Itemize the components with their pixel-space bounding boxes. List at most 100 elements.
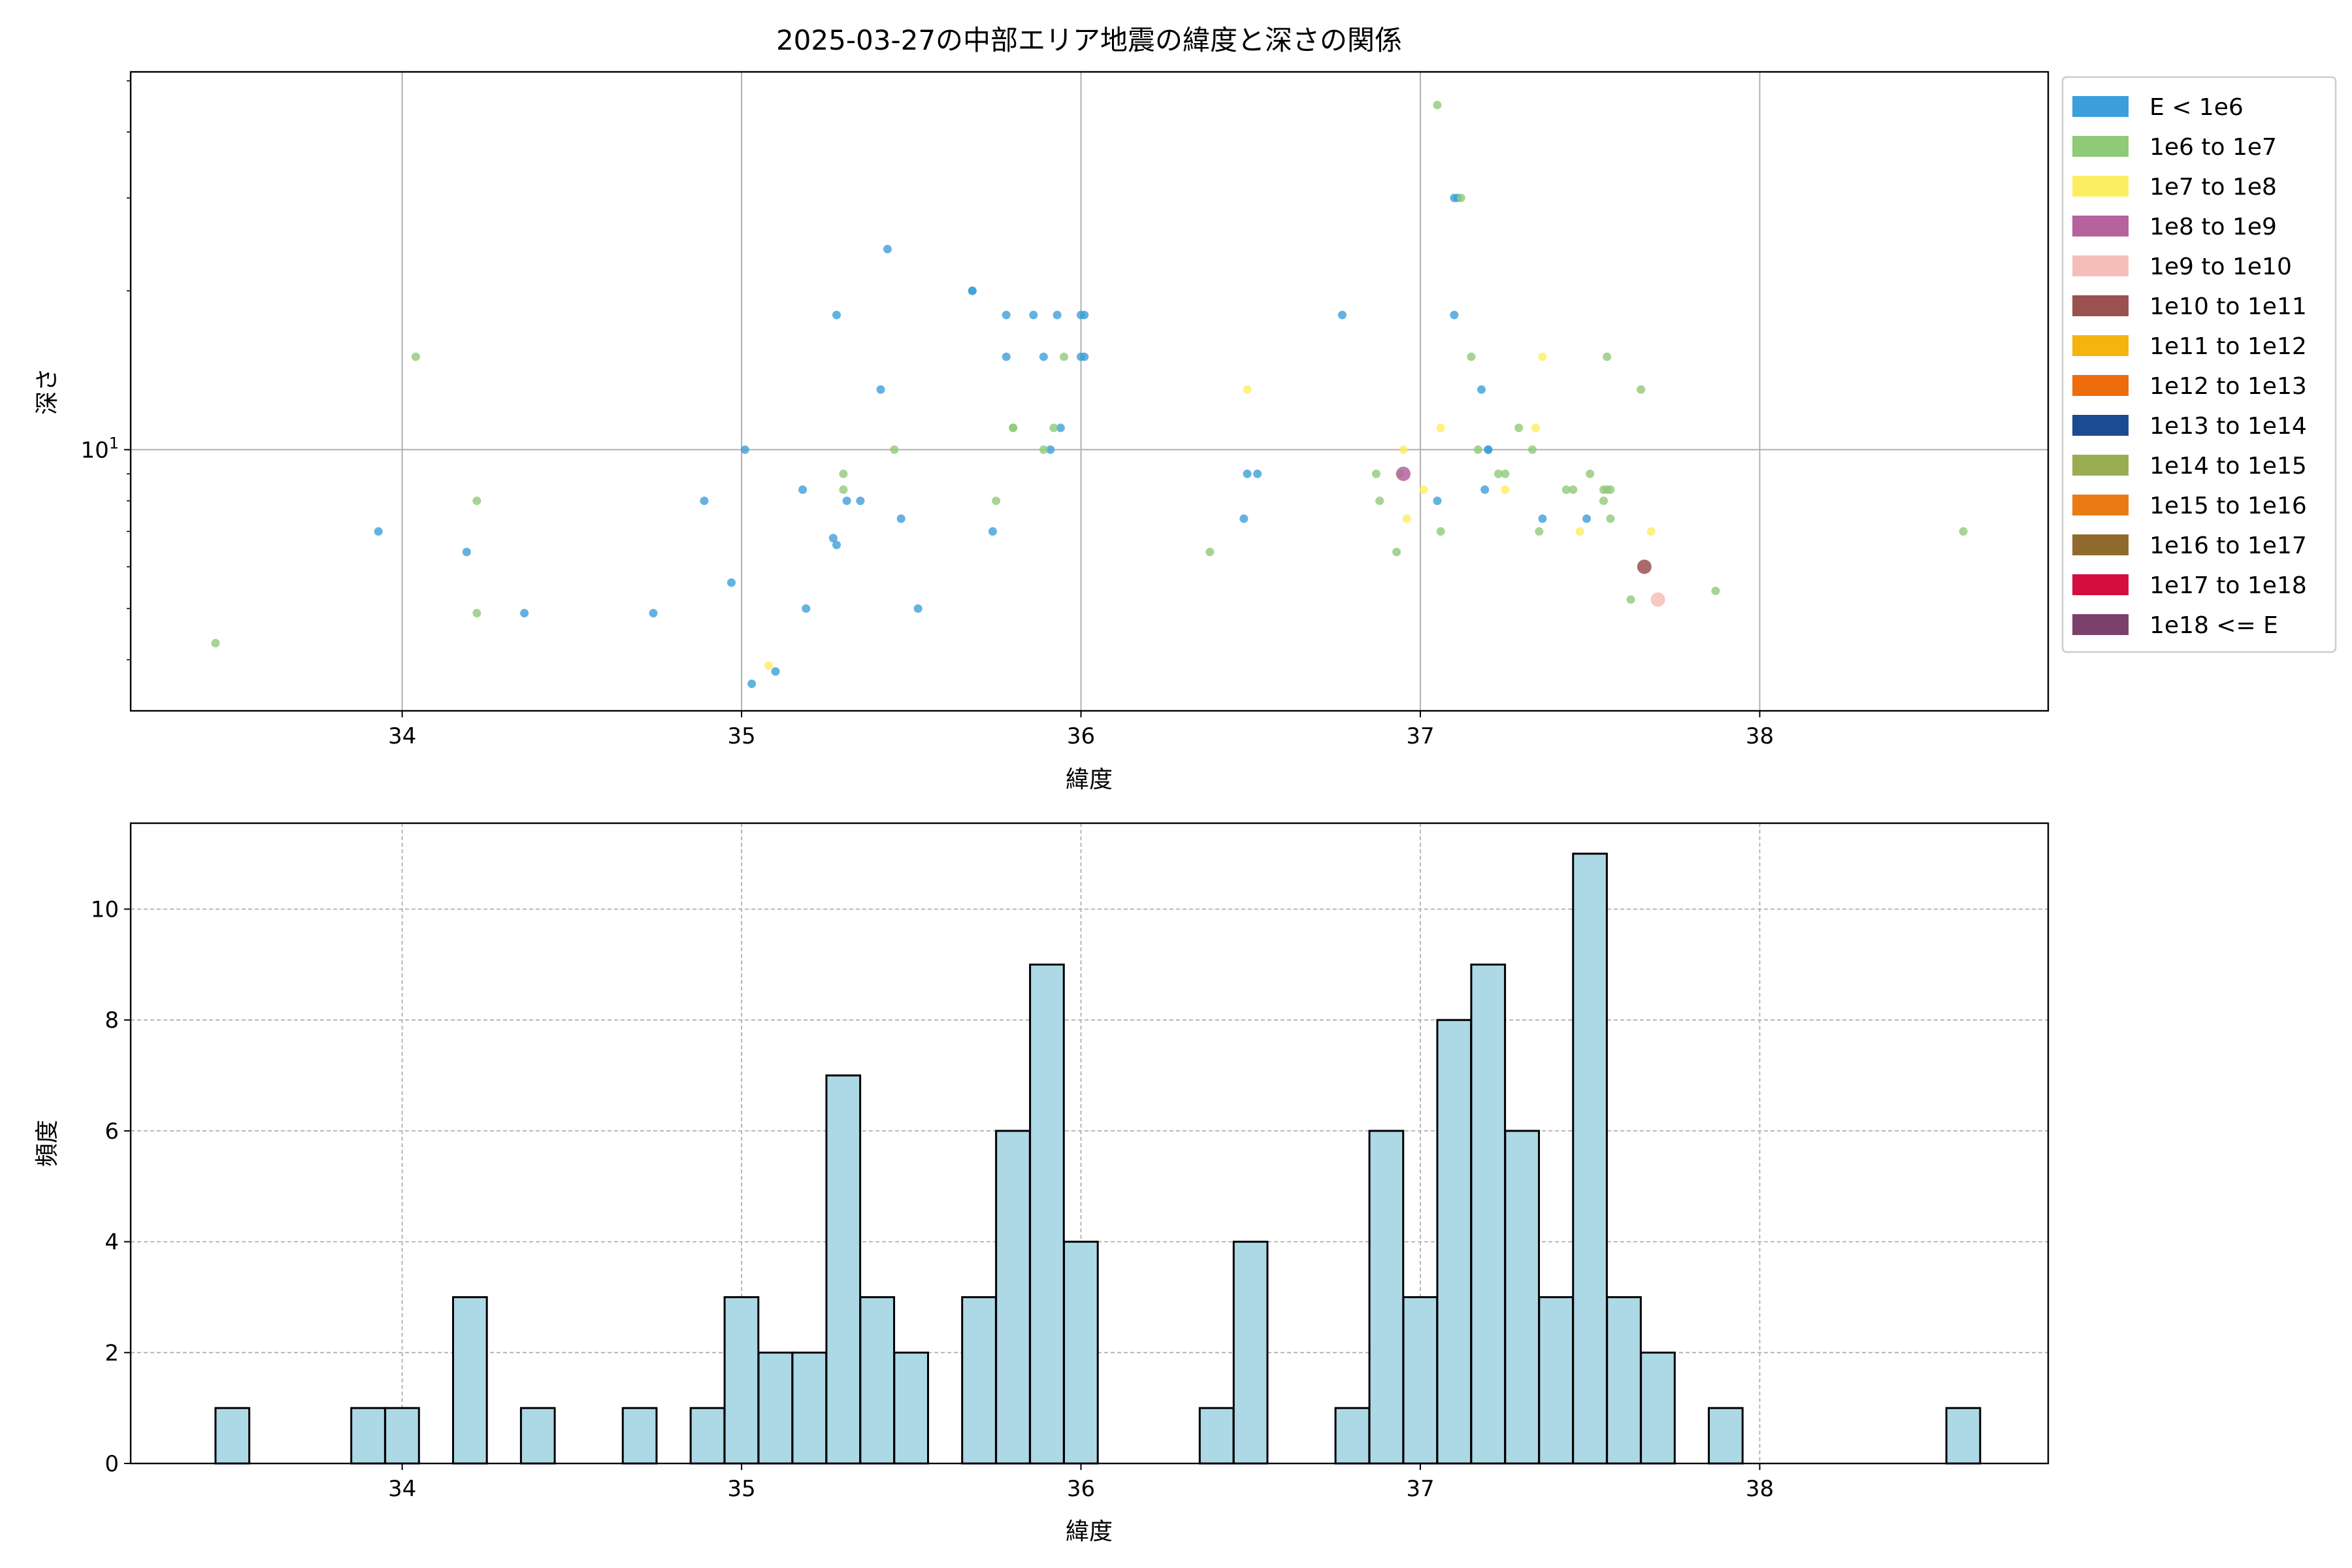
histogram-y-tick-label: 8 <box>105 1007 119 1034</box>
scatter-point <box>1253 469 1262 478</box>
scatter-point <box>1456 193 1465 203</box>
scatter-point <box>1494 469 1503 478</box>
scatter-point <box>856 497 865 506</box>
histogram-bar <box>1606 1296 1642 1465</box>
scatter-point <box>1436 527 1445 536</box>
scatter-point <box>828 534 838 543</box>
scatter-point <box>1480 485 1490 494</box>
scatter-point <box>1060 352 1069 361</box>
histogram-bar <box>757 1351 794 1465</box>
scatter-point <box>472 497 482 506</box>
histogram-x-ticks: 34 35 36 37 38 <box>388 1463 1774 1502</box>
scatter-y-tick-label: 101 <box>80 434 119 463</box>
histogram-bar <box>1198 1407 1235 1465</box>
histogram-x-tick-label: 37 <box>1406 1476 1434 1502</box>
histogram-bar <box>451 1296 488 1465</box>
scatter-point <box>1402 514 1411 523</box>
scatter-point <box>1646 527 1656 536</box>
scatter-point <box>374 527 383 536</box>
scatter-x-tick-label: 35 <box>727 723 755 749</box>
scatter-point <box>1436 423 1445 433</box>
scatter-gridlines <box>131 72 2048 711</box>
histogram-bar <box>1029 963 1065 1465</box>
scatter-x-tick-label: 38 <box>1746 723 1774 749</box>
histogram-plot: 34 35 36 37 38 0 2 4 6 8 10 緯度 頻度 <box>34 822 2050 1545</box>
scatter-point <box>1637 385 1646 394</box>
scatter-point <box>876 385 885 394</box>
histogram-bar <box>1708 1407 1744 1465</box>
histogram-bar <box>1402 1296 1439 1465</box>
histogram-bar <box>621 1407 658 1465</box>
scatter-point <box>411 352 420 361</box>
histogram-x-tick-label: 34 <box>388 1476 416 1502</box>
scatter-point <box>1575 527 1584 536</box>
legend-swatch <box>2072 216 2129 237</box>
scatter-point <box>1599 497 1608 506</box>
legend-swatch <box>2072 375 2129 396</box>
scatter-point <box>1606 514 1615 523</box>
legend-swatch <box>2072 335 2129 356</box>
scatter-point <box>520 609 529 618</box>
legend-label: 1e12 to 1e13 <box>2149 373 2307 400</box>
scatter-point <box>1205 547 1215 557</box>
chart-title: 2025-03-27の中部エリア地震の緯度と深さの関係 <box>776 24 1402 56</box>
scatter-point <box>1538 514 1547 523</box>
scatter-x-ticks: 34 35 36 37 38 <box>388 711 1774 749</box>
scatter-point <box>839 469 848 478</box>
scatter-y-axis-label: 深さ <box>34 368 61 415</box>
histogram-bar <box>519 1407 556 1465</box>
scatter-point <box>992 497 1001 506</box>
legend-swatch <box>2072 574 2129 595</box>
scatter-point <box>988 527 997 536</box>
legend-label: E < 1e6 <box>2149 94 2244 121</box>
scatter-point <box>1433 497 1442 506</box>
histogram-bar <box>859 1296 896 1465</box>
scatter-point <box>1484 445 1493 454</box>
histogram-y-axis-label: 頻度 <box>34 1120 61 1167</box>
histogram-bar <box>1334 1407 1371 1465</box>
scatter-point <box>1077 352 1086 361</box>
histogram-bar <box>825 1074 862 1465</box>
scatter-point <box>1450 310 1459 319</box>
scatter-point <box>1056 423 1065 433</box>
legend-swatch <box>2072 96 2129 117</box>
histogram-y-tick-label: 2 <box>105 1340 119 1366</box>
scatter-point <box>1603 352 1612 361</box>
scatter-point <box>771 667 780 676</box>
histogram-bar <box>1470 963 1507 1465</box>
histogram-bar <box>1368 1130 1405 1465</box>
legend-label: 1e17 to 1e18 <box>2149 572 2307 599</box>
scatter-point <box>1080 310 1089 319</box>
histogram-bar <box>791 1351 828 1465</box>
scatter-point <box>1531 423 1541 433</box>
scatter-point <box>1501 469 1510 478</box>
scatter-point <box>1002 310 1011 319</box>
scatter-point <box>842 497 851 506</box>
scatter-point <box>890 445 899 454</box>
scatter-point <box>1650 592 1665 607</box>
histogram-x-tick-label: 35 <box>727 1476 755 1502</box>
histogram-bar <box>1640 1351 1676 1465</box>
scatter-point <box>1419 485 1428 494</box>
scatter-point <box>1049 423 1058 433</box>
histogram-bars <box>214 853 1982 1465</box>
scatter-point <box>1053 310 1062 319</box>
scatter-point <box>472 609 482 618</box>
legend-label: 1e8 to 1e9 <box>2149 214 2277 240</box>
legend-swatch <box>2072 495 2129 515</box>
scatter-point <box>832 310 841 319</box>
scatter-point <box>1606 485 1615 494</box>
scatter-plot-frame <box>129 71 2050 712</box>
legend-swatch <box>2072 176 2129 197</box>
scatter-point <box>1637 559 1652 574</box>
scatter-point <box>700 497 709 506</box>
scatter-point <box>1396 466 1411 482</box>
scatter-point <box>1538 352 1547 361</box>
scatter-point <box>764 661 774 670</box>
legend-label: 1e7 to 1e8 <box>2149 174 2277 201</box>
scatter-point <box>740 445 749 454</box>
scatter-point <box>1711 586 1720 595</box>
scatter-point <box>1959 527 1968 536</box>
scatter-point <box>727 578 736 587</box>
legend-frame <box>2061 76 2337 653</box>
